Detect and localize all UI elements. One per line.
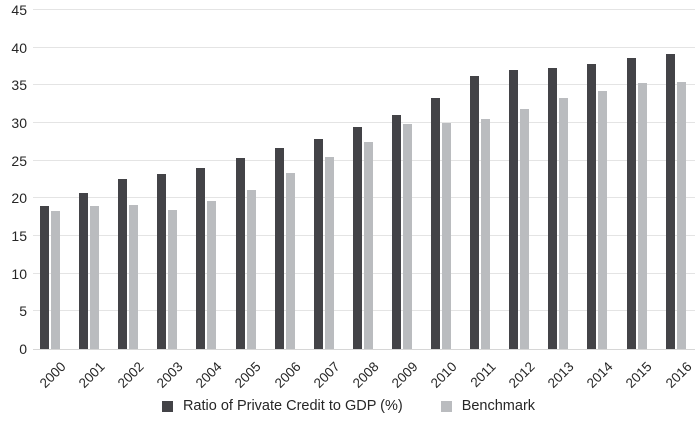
x-axis-labels: 2000 2001 2002 2003 2004 2005 2006 2007 2008 2009…: [33, 350, 695, 396]
legend: Ratio of Private Credit to GDP (%) Bench…: [0, 394, 697, 418]
x-tick-label: 2015: [623, 359, 656, 391]
y-tick-label: 20: [11, 190, 27, 207]
y-tick-label: 35: [11, 77, 27, 94]
bar-benchmark-2007: [324, 156, 334, 349]
bar-ratio-2010: [431, 98, 440, 349]
bar-ratio-2009: [391, 115, 401, 349]
x-tick-label: 2005: [232, 359, 265, 391]
bar-benchmark-2003: [168, 209, 178, 349]
y-tick-label: 45: [11, 2, 27, 18]
ratio-series-swatch-icon: [161, 400, 173, 412]
bar-ratio-2002: [118, 178, 128, 349]
x-tick-label: 2004: [193, 359, 226, 391]
bar-ratio-2003: [157, 174, 167, 349]
x-tick-label: 2012: [505, 359, 538, 391]
bar-ratio-2001: [79, 193, 89, 349]
bar-ratio-2000: [40, 205, 49, 349]
x-tick-label: 2011: [467, 359, 499, 391]
gridline: [33, 9, 695, 10]
bar-benchmark-2013: [559, 98, 569, 349]
benchmark-series-label: Benchmark: [461, 398, 536, 414]
bar-ratio-2015: [626, 58, 636, 349]
y-axis-labels: 0 5 10 15 20 25 30 35 40 45: [0, 2, 27, 357]
bar-benchmark-2015: [637, 83, 647, 349]
bar-benchmark-2002: [129, 205, 139, 349]
bar-benchmark-2004: [207, 201, 217, 349]
x-tick-label: 2010: [427, 359, 460, 391]
x-tick-label: 2006: [271, 359, 304, 391]
x-tick-label: 2000: [36, 359, 69, 391]
bar-ratio-2016: [665, 53, 675, 349]
plot-area: [33, 9, 695, 350]
bar-benchmark-2016: [676, 82, 686, 349]
x-tick-label: 2008: [349, 359, 382, 391]
gridline: [33, 122, 695, 123]
gridline: [33, 46, 695, 48]
y-tick-label: 40: [11, 39, 27, 56]
bar-ratio-2006: [274, 147, 284, 349]
bar-benchmark-2000: [51, 211, 60, 349]
y-tick-label: 10: [11, 265, 27, 282]
x-tick-label: 2014: [584, 359, 617, 391]
bar-ratio-2011: [470, 75, 480, 349]
bar-ratio-2005: [235, 157, 245, 349]
x-tick-label: 2013: [545, 359, 577, 391]
bar-benchmark-2014: [598, 90, 608, 349]
bar-benchmark-2011: [481, 119, 491, 349]
bar-benchmark-2001: [90, 205, 100, 349]
y-tick-label: 5: [19, 303, 27, 320]
x-tick-label: 2009: [388, 359, 421, 391]
y-tick-label: 15: [11, 228, 27, 244]
bar-benchmark-2010: [442, 123, 451, 349]
y-tick-label: 25: [11, 152, 27, 169]
bar-benchmark-2005: [246, 190, 256, 349]
bar-benchmark-2008: [363, 141, 373, 349]
bar-benchmark-2009: [402, 123, 412, 349]
bar-ratio-2014: [587, 63, 597, 349]
bar-ratio-2007: [313, 138, 323, 349]
bar-ratio-2008: [352, 126, 362, 349]
bar-benchmark-2012: [520, 108, 530, 349]
ratio-series-label: Ratio of Private Credit to GDP (%): [182, 398, 403, 414]
y-tick-label: 0: [19, 341, 27, 357]
bar-ratio-2004: [196, 168, 206, 349]
x-tick-label: 2016: [662, 359, 695, 391]
x-tick-label: 2002: [114, 359, 147, 391]
bar-ratio-2012: [509, 70, 519, 349]
legend-item-ratio: Ratio of Private Credit to GDP (%): [161, 398, 403, 414]
legend-item-benchmark: Benchmark: [440, 398, 536, 414]
x-tick-label: 2001: [75, 359, 108, 391]
x-tick-label: 2003: [154, 359, 186, 391]
y-tick-label: 30: [11, 115, 27, 131]
benchmark-series-swatch-icon: [440, 400, 452, 412]
gridline: [33, 84, 695, 86]
x-tick-label: 2007: [310, 359, 343, 391]
bar-benchmark-2006: [285, 172, 295, 349]
bar-ratio-2013: [548, 68, 558, 349]
